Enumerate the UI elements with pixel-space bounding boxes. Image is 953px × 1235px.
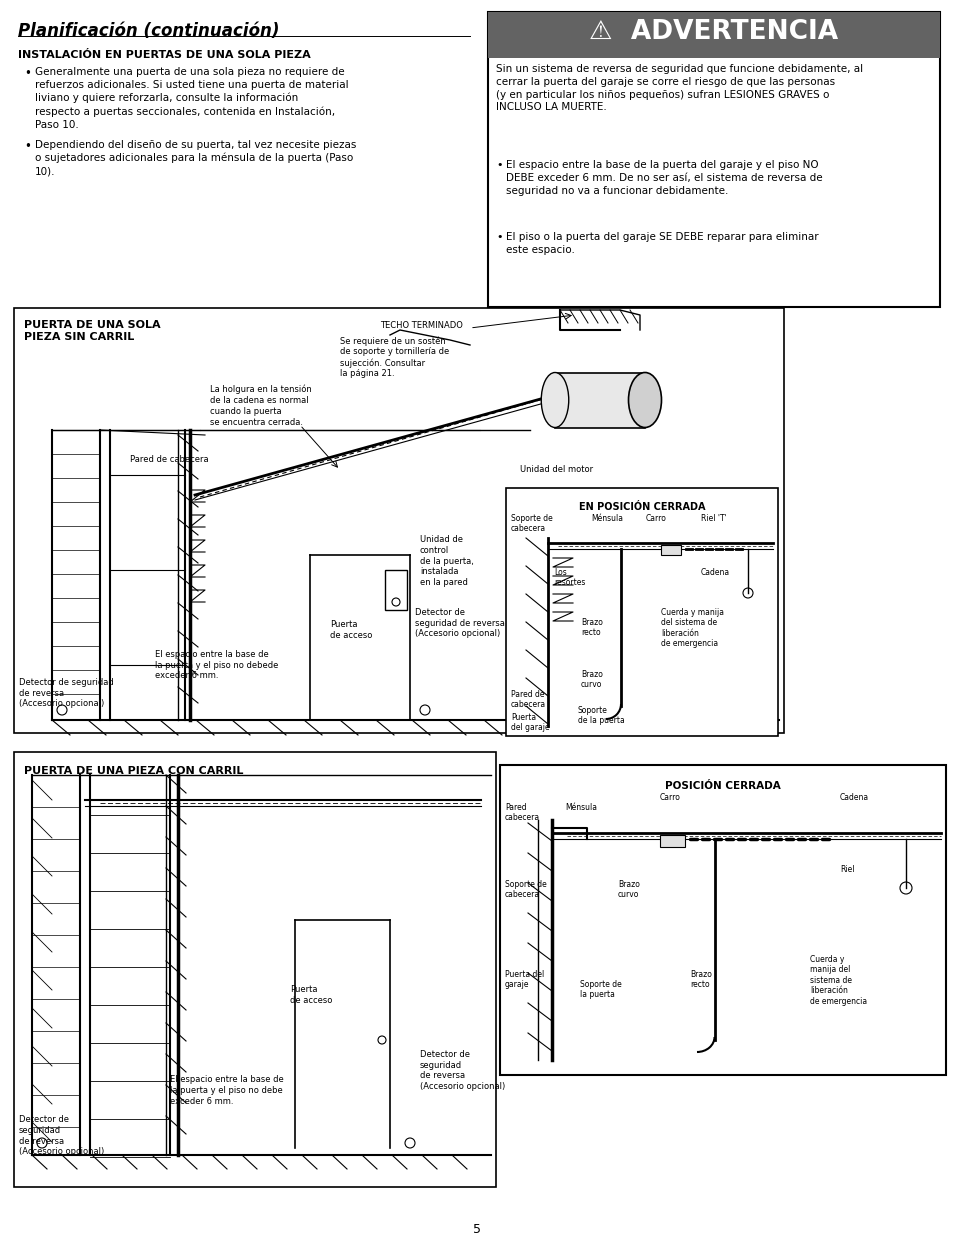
Text: Pared de
cabecera: Pared de cabecera xyxy=(511,690,545,709)
Text: Puerta
de acceso: Puerta de acceso xyxy=(330,620,372,640)
Bar xyxy=(488,12,939,58)
Ellipse shape xyxy=(540,373,568,427)
Text: El piso o la puerta del garaje SE DEBE reparar para eliminar
este espacio.: El piso o la puerta del garaje SE DEBE r… xyxy=(505,232,818,254)
Text: Riel 'T': Riel 'T' xyxy=(700,514,726,522)
Text: TECHO TERMINADO: TECHO TERMINADO xyxy=(379,321,462,330)
Text: Riel: Riel xyxy=(840,864,854,874)
Text: Soporte de
cabecera: Soporte de cabecera xyxy=(511,514,552,534)
Text: Detector de
seguridad
de reversa
(Accesorio opcional): Detector de seguridad de reversa (Acceso… xyxy=(19,1115,104,1156)
Text: Cuerda y manija
del sistema de
liberación
de emergencia: Cuerda y manija del sistema de liberació… xyxy=(660,608,723,648)
Text: El espacio entre la base de
la puerta y el piso no debe
exceder 6 mm.: El espacio entre la base de la puerta y … xyxy=(170,1074,283,1105)
Text: •: • xyxy=(24,140,30,153)
Ellipse shape xyxy=(628,373,660,427)
Bar xyxy=(505,488,778,736)
Text: El espacio entre la base de
la puerta y el piso no debede
exceder 6 mm.: El espacio entre la base de la puerta y … xyxy=(154,650,278,680)
Bar xyxy=(499,764,945,1074)
Text: Cuerda y
manija del
sistema de
liberación
de emergencia: Cuerda y manija del sistema de liberació… xyxy=(809,955,866,1005)
Bar xyxy=(14,752,496,1187)
Text: Soporte
de la puerta: Soporte de la puerta xyxy=(578,706,624,725)
Text: Ménsula: Ménsula xyxy=(564,803,597,811)
Text: •: • xyxy=(496,161,502,170)
Text: Brazo
recto: Brazo recto xyxy=(689,969,711,989)
Bar xyxy=(488,12,939,308)
Text: Detector de seguridad
de reversa
(Accesorio opcional): Detector de seguridad de reversa (Acceso… xyxy=(19,678,113,709)
Text: Dependiendo del diseño de su puerta, tal vez necesite piezas
o sujetadores adici: Dependiendo del diseño de su puerta, tal… xyxy=(35,140,356,177)
Text: La holgura en la tensión
de la cadena es normal
cuando la puerta
se encuentra ce: La holgura en la tensión de la cadena es… xyxy=(210,385,312,427)
Text: Detector de
seguridad de reversa
(Accesorio opcional): Detector de seguridad de reversa (Acceso… xyxy=(415,608,504,638)
Text: 5: 5 xyxy=(473,1223,480,1235)
Text: •: • xyxy=(24,67,30,80)
Text: ⚠  ADVERTENCIA: ⚠ ADVERTENCIA xyxy=(589,19,838,44)
Bar xyxy=(14,308,783,734)
Text: Brazo
curvo: Brazo curvo xyxy=(580,671,602,689)
Text: EN POSICIÓN CERRADA: EN POSICIÓN CERRADA xyxy=(578,501,704,513)
Text: Pared
cabecera: Pared cabecera xyxy=(504,803,539,823)
Text: Pared de cabecera: Pared de cabecera xyxy=(130,454,209,464)
Bar xyxy=(555,373,644,427)
Bar xyxy=(660,545,680,555)
Text: Puerta
de acceso: Puerta de acceso xyxy=(290,986,332,1005)
Text: Carro: Carro xyxy=(659,793,680,802)
Text: Detector de
seguridad
de reversa
(Accesorio opcional): Detector de seguridad de reversa (Acceso… xyxy=(419,1050,505,1092)
Text: Cadena: Cadena xyxy=(840,793,868,802)
Text: Soporte de
la puerta: Soporte de la puerta xyxy=(579,981,621,999)
Bar xyxy=(385,571,407,610)
Text: Sin un sistema de reversa de seguridad que funcione debidamente, al
cerrar la pu: Sin un sistema de reversa de seguridad q… xyxy=(496,64,862,112)
Text: Puerta
del garaje: Puerta del garaje xyxy=(511,713,549,732)
Text: PUERTA DE UNA SOLA
PIEZA SIN CARRIL: PUERTA DE UNA SOLA PIEZA SIN CARRIL xyxy=(24,320,160,342)
Text: Unidad del motor: Unidad del motor xyxy=(519,466,593,474)
Bar xyxy=(659,835,684,847)
Text: Soporte de
cabecera: Soporte de cabecera xyxy=(504,881,546,899)
Text: Se requiere de un sostén
de soporte y tornillería de
sujección. Consultar
la pág: Se requiere de un sostén de soporte y to… xyxy=(339,336,449,378)
Text: Brazo
curvo: Brazo curvo xyxy=(618,881,639,899)
Text: Ménsula: Ménsula xyxy=(590,514,622,522)
Text: El espacio entre la base de la puerta del garaje y el piso NO
DEBE exceder 6 mm.: El espacio entre la base de la puerta de… xyxy=(505,161,821,195)
Text: Planificación (continuación): Planificación (continuación) xyxy=(18,22,279,40)
Text: Generalmente una puerta de una sola pieza no requiere de
refuerzos adicionales. : Generalmente una puerta de una sola piez… xyxy=(35,67,348,130)
Text: Brazo
recto: Brazo recto xyxy=(580,618,602,637)
Text: INSTALACIÓN EN PUERTAS DE UNA SOLA PIEZA: INSTALACIÓN EN PUERTAS DE UNA SOLA PIEZA xyxy=(18,49,311,61)
Text: PUERTA DE UNA PIEZA CON CARRIL: PUERTA DE UNA PIEZA CON CARRIL xyxy=(24,766,243,776)
Text: •: • xyxy=(496,232,502,242)
Text: Unidad de
control
de la puerta,
instalada
en la pared: Unidad de control de la puerta, instalad… xyxy=(419,535,474,587)
Text: Carro: Carro xyxy=(645,514,666,522)
Text: POSICIÓN CERRADA: POSICIÓN CERRADA xyxy=(664,781,781,790)
Text: Cadena: Cadena xyxy=(700,568,729,577)
Text: Puerta del
garaje: Puerta del garaje xyxy=(504,969,543,989)
Text: Los
resortes: Los resortes xyxy=(554,568,585,588)
